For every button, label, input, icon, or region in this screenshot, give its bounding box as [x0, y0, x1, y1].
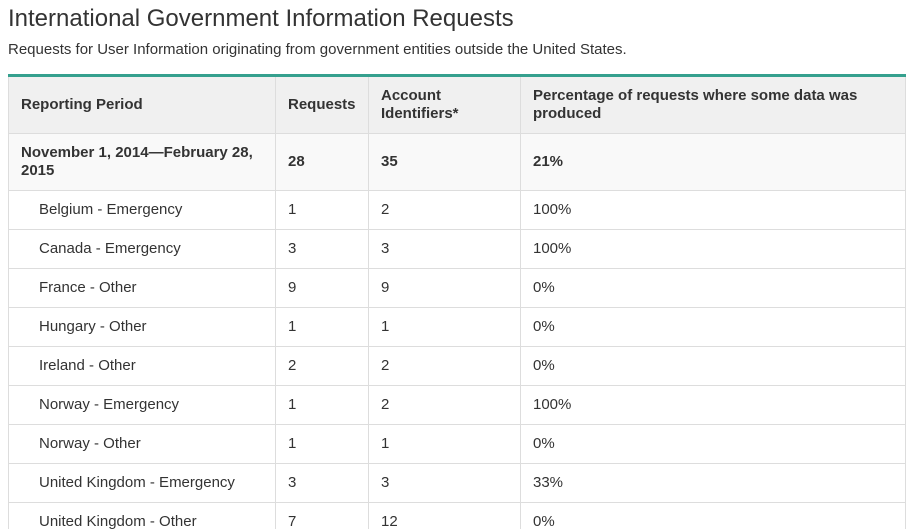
table-body: November 1, 2014—February 28, 2015 28 35… — [8, 133, 906, 529]
row-identifiers-value: 3 — [368, 229, 521, 269]
table-row: Canada - Emergency 3 3 100% — [8, 229, 906, 269]
summary-account-identifiers: 35 — [368, 133, 521, 191]
column-header-reporting-period: Reporting Period — [8, 75, 276, 134]
table-header-row: Reporting Period Requests Account Identi… — [8, 75, 906, 134]
column-header-percentage-produced: Percentage of requests where some data w… — [520, 75, 906, 134]
table-row: United Kingdom - Emergency 3 3 33% — [8, 463, 906, 503]
row-percentage-value: 0% — [520, 346, 906, 386]
row-country-label: France - Other — [8, 268, 276, 308]
row-country-label: Norway - Emergency — [8, 385, 276, 425]
requests-table: Reporting Period Requests Account Identi… — [8, 74, 906, 529]
row-requests-value: 1 — [275, 307, 369, 347]
row-identifiers-value: 1 — [368, 424, 521, 464]
table-row: Norway - Other 1 1 0% — [8, 424, 906, 464]
row-requests-value: 3 — [275, 229, 369, 269]
row-percentage-value: 33% — [520, 463, 906, 503]
row-percentage-value: 0% — [520, 307, 906, 347]
row-country-label: United Kingdom - Emergency — [8, 463, 276, 503]
row-identifiers-value: 9 — [368, 268, 521, 308]
row-requests-value: 2 — [275, 346, 369, 386]
summary-requests: 28 — [275, 133, 369, 191]
row-requests-value: 3 — [275, 463, 369, 503]
row-requests-value: 7 — [275, 502, 369, 529]
table-row: Ireland - Other 2 2 0% — [8, 346, 906, 386]
summary-percentage: 21% — [520, 133, 906, 191]
row-percentage-value: 100% — [520, 190, 906, 230]
row-percentage-value: 100% — [520, 229, 906, 269]
row-percentage-value: 0% — [520, 268, 906, 308]
row-identifiers-value: 2 — [368, 385, 521, 425]
summary-row: November 1, 2014—February 28, 2015 28 35… — [8, 133, 906, 191]
row-country-label: Canada - Emergency — [8, 229, 276, 269]
table-row: Norway - Emergency 1 2 100% — [8, 385, 906, 425]
row-requests-value: 1 — [275, 385, 369, 425]
row-identifiers-value: 1 — [368, 307, 521, 347]
row-country-label: United Kingdom - Other — [8, 502, 276, 529]
row-identifiers-value: 2 — [368, 346, 521, 386]
row-country-label: Ireland - Other — [8, 346, 276, 386]
table-row: Hungary - Other 1 1 0% — [8, 307, 906, 347]
table-row: Belgium - Emergency 1 2 100% — [8, 190, 906, 230]
row-country-label: Norway - Other — [8, 424, 276, 464]
page-title: International Government Information Req… — [8, 5, 514, 32]
row-percentage-value: 100% — [520, 385, 906, 425]
row-country-label: Hungary - Other — [8, 307, 276, 347]
row-identifiers-value: 12 — [368, 502, 521, 529]
page: International Government Information Req… — [0, 4, 914, 529]
row-country-label: Belgium - Emergency — [8, 190, 276, 230]
row-identifiers-value: 2 — [368, 190, 521, 230]
row-requests-value: 1 — [275, 190, 369, 230]
column-header-account-identifiers: Account Identifiers* — [368, 75, 521, 134]
table-row: United Kingdom - Other 7 12 0% — [8, 502, 906, 529]
page-subtitle: Requests for User Information originatin… — [8, 41, 627, 58]
column-header-requests: Requests — [275, 75, 369, 134]
row-percentage-value: 0% — [520, 502, 906, 529]
row-identifiers-value: 3 — [368, 463, 521, 503]
summary-reporting-period: November 1, 2014—February 28, 2015 — [8, 133, 276, 191]
row-requests-value: 1 — [275, 424, 369, 464]
row-requests-value: 9 — [275, 268, 369, 308]
row-percentage-value: 0% — [520, 424, 906, 464]
table-row: France - Other 9 9 0% — [8, 268, 906, 308]
